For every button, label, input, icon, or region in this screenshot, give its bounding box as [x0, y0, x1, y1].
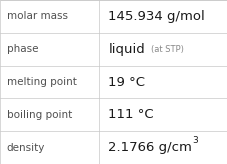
Text: 19 °C: 19 °C — [108, 75, 145, 89]
Text: 111 °C: 111 °C — [108, 108, 153, 121]
Text: melting point: melting point — [7, 77, 76, 87]
Text: boiling point: boiling point — [7, 110, 72, 120]
Text: 145.934 g/mol: 145.934 g/mol — [108, 10, 204, 23]
Text: density: density — [7, 143, 45, 153]
Text: phase: phase — [7, 44, 38, 54]
Text: molar mass: molar mass — [7, 11, 68, 21]
Text: 2.1766 g/cm: 2.1766 g/cm — [108, 141, 191, 154]
Text: liquid: liquid — [108, 43, 144, 56]
Text: (at STP): (at STP) — [150, 45, 183, 54]
Text: 3: 3 — [191, 136, 197, 145]
